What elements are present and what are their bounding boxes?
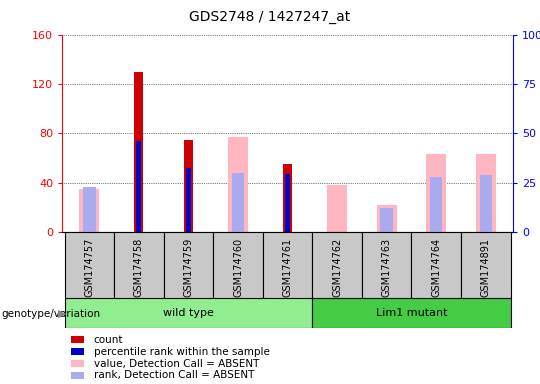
Bar [312, 298, 510, 328]
Bar [71, 372, 84, 379]
Bar [213, 232, 263, 298]
Text: ▶: ▶ [58, 309, 67, 319]
Bar [283, 164, 292, 232]
Bar [327, 185, 347, 232]
Text: rank, Detection Call = ABSENT: rank, Detection Call = ABSENT [93, 371, 254, 381]
Bar [71, 348, 84, 355]
Text: Lim1 mutant: Lim1 mutant [376, 308, 447, 318]
Text: genotype/variation: genotype/variation [1, 309, 100, 319]
Bar [426, 154, 446, 232]
Bar [137, 141, 141, 232]
Text: GSM174758: GSM174758 [134, 238, 144, 297]
Text: GDS2748 / 1427247_at: GDS2748 / 1427247_at [190, 10, 350, 23]
Bar [285, 174, 290, 232]
Bar [430, 177, 442, 232]
Bar [228, 137, 248, 232]
Bar [71, 360, 84, 367]
Text: GSM174760: GSM174760 [233, 238, 243, 297]
Bar [114, 232, 164, 298]
Text: GSM174759: GSM174759 [184, 238, 193, 297]
Bar [411, 232, 461, 298]
Bar [480, 175, 492, 232]
Bar [232, 173, 244, 232]
Bar [476, 154, 496, 232]
Text: value, Detection Call = ABSENT: value, Detection Call = ABSENT [93, 359, 259, 369]
Bar [377, 205, 396, 232]
Bar [83, 187, 96, 232]
Text: GSM174764: GSM174764 [431, 238, 441, 297]
Text: GSM174761: GSM174761 [282, 238, 293, 297]
Bar [186, 168, 191, 232]
Bar [134, 72, 143, 232]
Text: GSM174762: GSM174762 [332, 238, 342, 297]
Bar [71, 336, 84, 343]
Text: count: count [93, 335, 123, 345]
Bar [461, 232, 510, 298]
Bar [263, 232, 312, 298]
Text: wild type: wild type [163, 308, 214, 318]
Bar [65, 298, 312, 328]
Bar [184, 140, 193, 232]
Bar [362, 232, 411, 298]
Bar [79, 189, 99, 232]
Bar [164, 232, 213, 298]
Bar [312, 232, 362, 298]
Text: GSM174763: GSM174763 [382, 238, 392, 297]
Bar [65, 232, 114, 298]
Text: GSM174757: GSM174757 [84, 238, 94, 297]
Bar [381, 208, 393, 232]
Text: GSM174891: GSM174891 [481, 238, 491, 296]
Text: percentile rank within the sample: percentile rank within the sample [93, 347, 269, 357]
